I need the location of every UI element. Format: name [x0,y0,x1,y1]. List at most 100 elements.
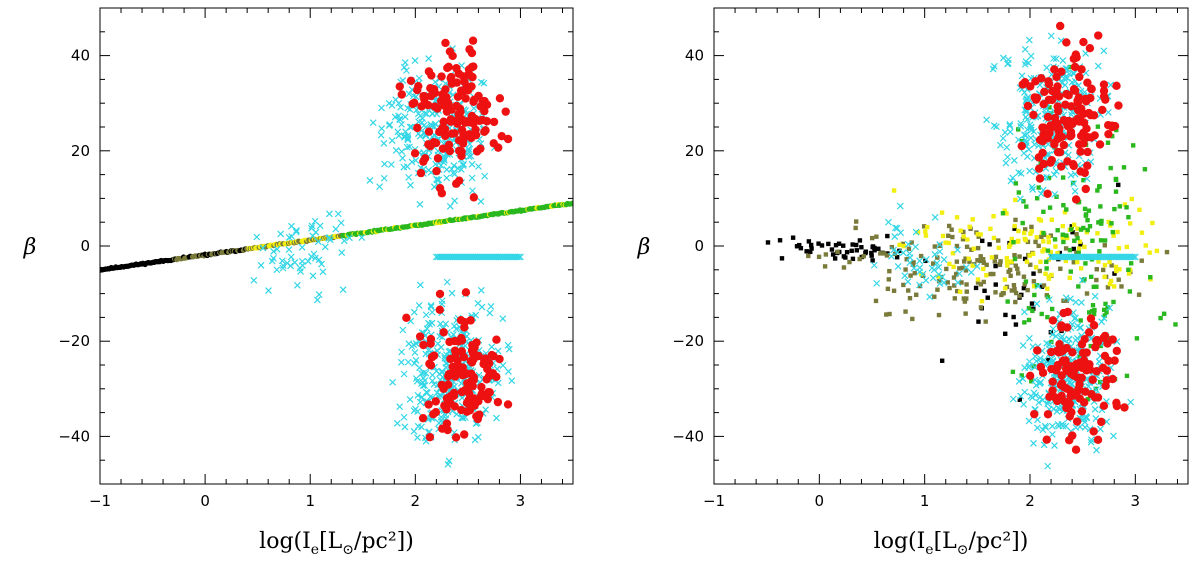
square-marker [1004,211,1009,216]
square-marker [881,251,887,256]
cross-marker [400,413,408,421]
circle-marker [1069,85,1079,94]
square-marker [943,240,948,245]
cross-marker [470,104,478,112]
cross-marker [933,259,941,267]
cross-marker [437,343,445,351]
circle-marker [475,410,484,419]
square-marker [897,242,902,248]
circle-marker [1031,77,1040,86]
cross-marker [499,362,507,369]
circle-marker [455,176,464,185]
square-marker [965,237,970,242]
circle-marker [464,395,473,405]
square-marker [1126,214,1131,220]
square-marker [1117,204,1123,209]
circle-marker [451,367,461,376]
square-marker [997,261,1002,267]
square-marker [804,249,809,254]
circle-marker [1114,101,1123,110]
square-marker [816,241,821,246]
square-marker [1137,207,1142,213]
cross-marker [426,320,434,328]
circle-marker [1035,174,1045,183]
circle-marker [482,375,491,384]
square-marker [1127,221,1133,226]
square-marker [1015,239,1021,244]
square-marker [1029,301,1035,306]
circle-marker [1068,431,1077,440]
cross-marker [1066,378,1074,386]
cross-marker [499,315,507,323]
square-marker [1027,253,1032,258]
square-marker [1075,226,1080,231]
square-marker [1044,266,1049,271]
square-marker [991,235,997,241]
square-marker [1091,311,1097,317]
square-marker [918,253,924,259]
cross-marker [890,246,897,254]
square-marker [806,253,811,259]
circle-marker [415,332,425,341]
circle-marker [433,104,442,113]
square-marker [847,259,852,265]
circle-marker [1093,393,1103,402]
circle-marker [426,91,436,101]
square-marker [853,242,859,248]
circle-marker [1089,321,1099,330]
square-marker [1008,273,1013,279]
cross-marker [1043,64,1051,72]
cross-marker [1004,56,1012,64]
x-tick-label: 0 [815,492,825,510]
square-marker [1019,373,1024,378]
cross-marker [401,113,409,121]
cross-marker [931,251,939,258]
cross-marker [1106,304,1114,312]
relation-point [570,200,573,206]
cross-marker [1046,296,1053,304]
circle-marker [1059,308,1068,318]
circle-marker [1071,445,1081,454]
cross-marker [404,358,412,366]
circle-marker [413,123,422,133]
square-marker [1158,315,1163,321]
square-marker [1081,177,1086,183]
square-marker [1026,306,1032,311]
circle-marker [1039,123,1048,132]
cross-marker [428,377,436,385]
circle-marker [472,147,482,156]
circle-marker [468,36,478,45]
square-marker [1115,229,1120,235]
cross-marker [1009,395,1017,403]
square-marker [1043,271,1048,276]
square-marker [951,264,956,270]
circle-marker [1043,189,1052,199]
circle-marker [461,369,471,378]
cross-marker [954,246,961,254]
square-marker [1068,227,1074,232]
circle-marker [469,119,478,128]
circle-marker [1095,140,1105,149]
square-marker [1033,239,1038,245]
square-marker [946,240,951,246]
cross-marker [1025,334,1033,342]
circle-marker [443,380,453,389]
circle-marker [1093,435,1103,445]
cross-marker [1004,153,1011,161]
square-marker [936,279,942,284]
cross-marker [366,177,374,184]
circle-marker [1057,162,1066,171]
square-marker [981,266,986,272]
circle-marker [497,131,506,141]
cross-marker [1032,381,1040,389]
cross-marker [1031,363,1039,371]
square-marker [993,290,998,295]
cross-marker [1002,159,1010,167]
square-marker [1086,310,1092,315]
square-marker [984,273,989,278]
cross-marker [402,67,410,74]
square-marker [841,254,847,259]
cross-marker [481,172,489,180]
square-marker [1006,244,1012,249]
cross-marker [1062,294,1070,302]
